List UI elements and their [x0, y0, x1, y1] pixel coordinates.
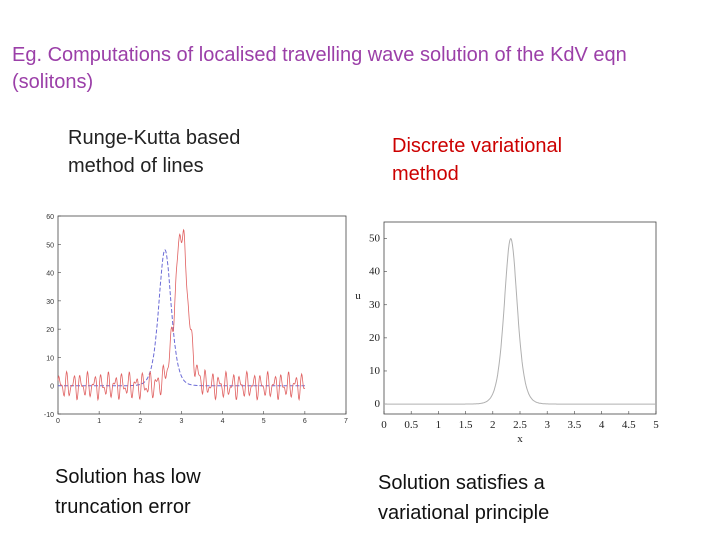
series-line-2: [57, 228, 306, 402]
y-tick-label: 30: [46, 299, 54, 306]
y-tick-label: 30: [369, 299, 381, 311]
y-tick-label: 40: [46, 271, 54, 278]
y-tick-label: 10: [46, 355, 54, 362]
x-tick-label: 4: [599, 419, 605, 431]
y-tick-label: 50: [369, 233, 381, 245]
y-tick-label: -10: [44, 412, 54, 419]
x-tick-label: 7: [344, 418, 348, 425]
x-tick-label: 0: [56, 418, 60, 425]
x-tick-label: 4.5: [622, 419, 636, 431]
x-tick-label: 4: [221, 418, 225, 425]
y-tick-label: 60: [46, 214, 54, 221]
x-tick-label: 3.5: [568, 419, 582, 431]
y-tick-label: 0: [50, 384, 54, 391]
right-caption: Discrete variational method: [392, 135, 563, 185]
x-tick-label: 2: [490, 419, 496, 431]
x-tick-label: 5: [262, 418, 266, 425]
x-tick-label: 0: [381, 419, 387, 431]
plot-frame: [57, 215, 347, 415]
x-tick-label: 3: [179, 418, 183, 425]
y-tick-label: 0: [375, 398, 381, 410]
x-tick-label: 0.5: [404, 419, 418, 431]
series-line-1: [384, 238, 656, 405]
x-tick-label: 3: [544, 419, 550, 431]
y-tick-label: 20: [46, 327, 54, 334]
left-footer: Solution has low truncation error: [55, 466, 201, 518]
plot-frame: [383, 221, 657, 415]
y-tick-label: 40: [369, 266, 381, 278]
right-footer: Solution satisfies a variational princip…: [378, 472, 550, 524]
y-tick-label: 10: [369, 365, 381, 377]
x-tick-label: 1: [97, 418, 101, 425]
left-caption: Runge-Kutta based method of lines: [68, 127, 241, 177]
x-tick-label: 6: [303, 418, 307, 425]
slide-title: Eg. Computations of localised travelling…: [12, 44, 627, 93]
y-axis-label: u: [355, 290, 361, 302]
y-tick-label: 50: [46, 242, 54, 249]
x-tick-label: 1.5: [459, 419, 473, 431]
x-tick-label: 1: [436, 419, 442, 431]
series-line-1: [58, 249, 305, 387]
x-axis-label: x: [517, 433, 523, 445]
x-tick-label: 2.5: [513, 419, 527, 431]
y-tick-label: 20: [369, 332, 381, 344]
x-tick-label: 2: [138, 418, 142, 425]
x-tick-label: 5: [653, 419, 659, 431]
